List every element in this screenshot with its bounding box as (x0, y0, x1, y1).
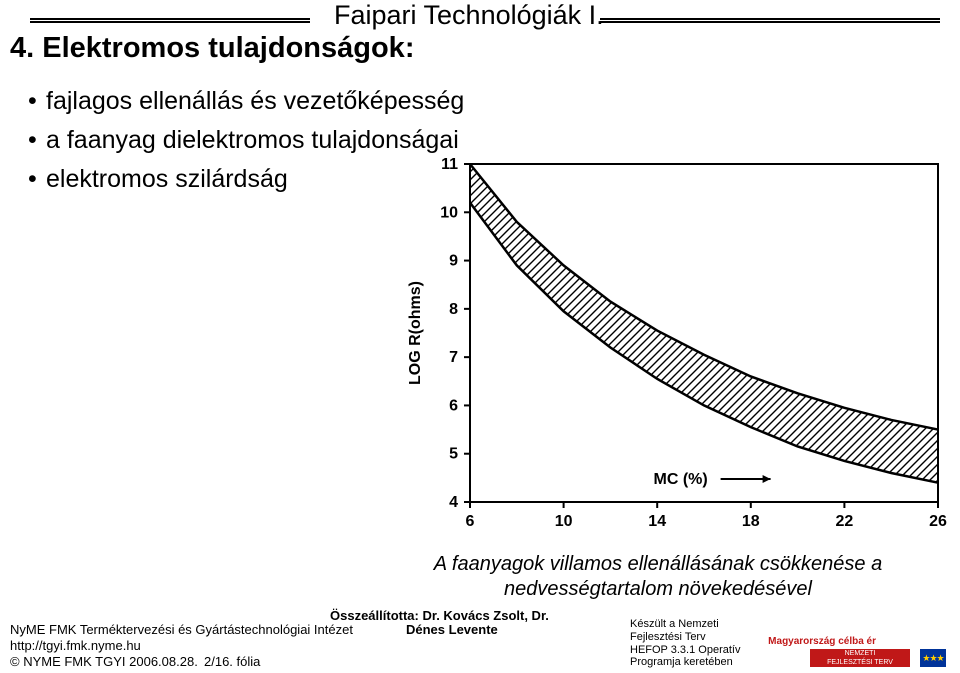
footer-copyright: © NYME FMK TGYI 2006.08.28. (10, 654, 198, 669)
svg-text:6: 6 (466, 513, 475, 530)
svg-text:6: 6 (449, 397, 458, 414)
svg-text:4: 4 (449, 494, 458, 511)
footer-compiled-by-2: Dénes Levente (406, 622, 498, 637)
funding-line: Fejlesztési Terv (630, 631, 706, 643)
slide-page: Faipari Technológiák I. 4. Elektromos tu… (0, 0, 960, 673)
header-title: Faipari Technológiák I. (334, 0, 604, 31)
list-item: elektromos szilárdság (28, 160, 464, 199)
svg-text:7: 7 (449, 349, 458, 366)
header-rule-left (30, 18, 310, 23)
footer-institute: NyME FMK Terméktervezési és Gyártástechn… (10, 622, 353, 637)
svg-text:5: 5 (449, 446, 458, 463)
svg-text:8: 8 (449, 301, 458, 318)
caption-line: A faanyagok villamos ellenállásának csök… (434, 553, 882, 575)
chart-caption: A faanyagok villamos ellenállásának csök… (368, 552, 948, 602)
footer-compiled-by: Összeállította: Dr. Kovács Zsolt, Dr. (330, 608, 549, 623)
footer-nation-slogan: Magyarország célba ér (768, 636, 876, 647)
footer-funding: Készült a Nemzeti Fejlesztési Terv HEFOP… (630, 618, 740, 669)
page-title: 4. Elektromos tulajdonságok: (10, 32, 414, 65)
footer-slide-number: 2/16. fólia (204, 654, 260, 669)
footer-url: http://tgyi.fmk.nyme.hu (10, 638, 141, 653)
badge-line: NEMZETI (845, 650, 876, 657)
svg-text:18: 18 (742, 513, 760, 530)
svg-text:26: 26 (929, 513, 947, 530)
list-item: a faanyag dielektromos tulajdonságai (28, 121, 464, 160)
funding-line: HEFOP 3.3.1 Operatív (630, 644, 740, 656)
svg-text:11: 11 (441, 156, 458, 173)
resistance-chart: 4 5 6 7 8 9 10 11 6 10 14 18 22 26 LOG R(ohms) MC (%) (400, 154, 948, 548)
bullet-list: fajlagos ellenállás és vezetőképesség a … (28, 82, 464, 198)
caption-line: nedvességtartalom növekedésével (504, 578, 812, 600)
funding-line: Készült a Nemzeti (630, 618, 719, 630)
eu-flag-icon: ★★★ (920, 649, 946, 667)
svg-text:10: 10 (555, 513, 573, 530)
list-item: fajlagos ellenállás és vezetőképesség (28, 82, 464, 121)
funding-line: Programja keretében (630, 656, 733, 668)
svg-text:14: 14 (648, 513, 666, 530)
badge-line: FEJLESZTÉSI TERV (827, 659, 893, 666)
svg-text:MC (%): MC (%) (653, 471, 707, 488)
header-rule-right (600, 18, 940, 23)
nft-badge-icon: NEMZETI FEJLESZTÉSI TERV (810, 649, 910, 667)
svg-text:9: 9 (449, 253, 458, 270)
footer: Összeállította: Dr. Kovács Zsolt, Dr. Dé… (0, 607, 960, 673)
svg-text:LOG R(ohms): LOG R(ohms) (407, 281, 424, 385)
svg-text:10: 10 (440, 204, 458, 221)
svg-text:22: 22 (836, 513, 854, 530)
